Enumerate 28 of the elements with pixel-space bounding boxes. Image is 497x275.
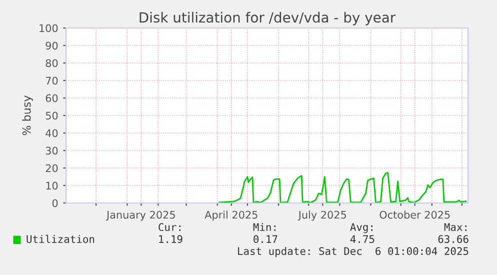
text: Avg: (350, 223, 372, 234)
text: Min: (253, 222, 276, 231)
y-tick-label: 10 (46, 182, 58, 190)
y-tick-label: 40 (46, 129, 58, 138)
x-tick-label: January 2025 (106, 210, 175, 221)
text: 63.66 (438, 235, 468, 244)
x-tick-label: October 2025 (380, 210, 450, 219)
line-series (218, 172, 467, 203)
x-tick-label: April 2025 (204, 210, 258, 221)
text: 0.17 (254, 235, 278, 244)
y-tick-label: 50 (46, 112, 58, 120)
y-tick-label: 30 (46, 146, 58, 155)
text: 4.75 (350, 235, 374, 244)
y-tick-label: 80 (46, 59, 58, 68)
text: Cur: (158, 223, 180, 232)
chart-title: Disk utilization for /dev/vda - by year (140, 12, 396, 26)
y-tick-label: 0 (52, 199, 58, 208)
text: Last update: Sat Dec 6 01:00:04 2025 (238, 246, 468, 258)
legend-label: Utilization (26, 234, 94, 244)
y-tick-label: 90 (46, 42, 58, 50)
x-tick-label: July 2025 (298, 210, 346, 221)
y-tick-label: 60 (46, 94, 58, 102)
y-tick-label: 70 (46, 76, 58, 85)
y-axis-title: % busy (22, 96, 33, 136)
y-tick-label: 100 (40, 24, 58, 32)
text: 1.19 (159, 235, 182, 244)
y-tick-label: 20 (46, 164, 58, 172)
text: Max: (444, 223, 466, 232)
